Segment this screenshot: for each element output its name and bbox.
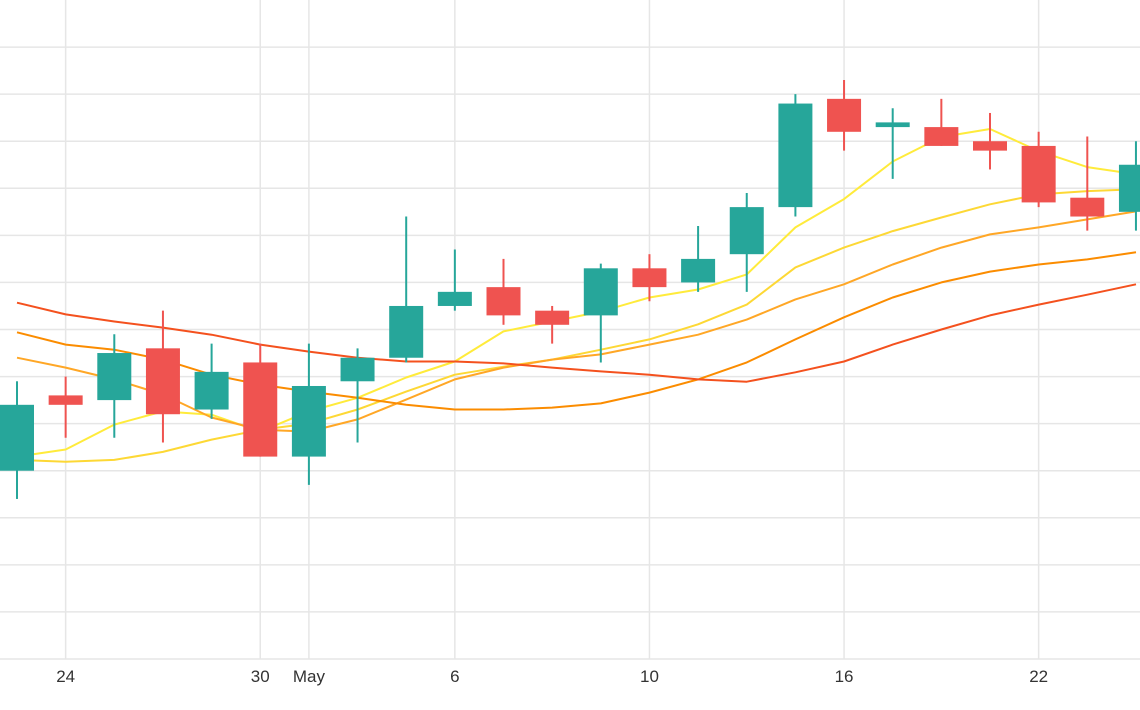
x-tick-label: 10: [640, 667, 659, 686]
candle-body: [729, 207, 764, 255]
candle-body: [1070, 197, 1105, 217]
candle-body: [778, 103, 813, 208]
line-series: [16, 128, 1137, 458]
candle-body: [291, 385, 326, 457]
candle-body: [535, 310, 570, 325]
candle-body: [924, 127, 959, 146]
candle-body: [97, 353, 132, 401]
candle-body: [48, 395, 83, 405]
candle-body: [681, 258, 716, 283]
x-tick-label: May: [293, 667, 326, 686]
candle-body: [875, 122, 910, 128]
x-tick-label: 30: [251, 667, 270, 686]
candle-body: [145, 348, 180, 415]
candle-body: [973, 141, 1007, 151]
candle-body: [194, 371, 229, 410]
candle-body: [243, 362, 278, 457]
x-tick-label: 22: [1029, 667, 1048, 686]
candle-body: [389, 305, 424, 358]
candle-body: [340, 357, 375, 382]
line-series: [16, 188, 1137, 463]
line-series: [16, 210, 1137, 433]
candle-body: [827, 98, 862, 132]
x-tick-label: 24: [56, 667, 75, 686]
line-series: [16, 283, 1137, 383]
candle-body: [0, 404, 34, 471]
candle-body: [632, 268, 667, 288]
candle-body: [1021, 145, 1056, 203]
x-tick-label: 16: [835, 667, 854, 686]
candle-body: [486, 287, 521, 316]
candle-body: [437, 291, 472, 306]
candle-body: [583, 268, 618, 316]
x-tick-label: 6: [450, 667, 459, 686]
candle-body: [1118, 164, 1140, 212]
